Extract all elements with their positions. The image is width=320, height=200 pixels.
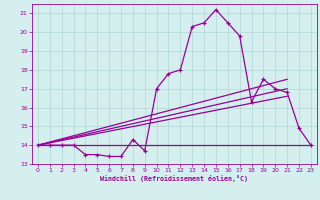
X-axis label: Windchill (Refroidissement éolien,°C): Windchill (Refroidissement éolien,°C) — [100, 175, 248, 182]
